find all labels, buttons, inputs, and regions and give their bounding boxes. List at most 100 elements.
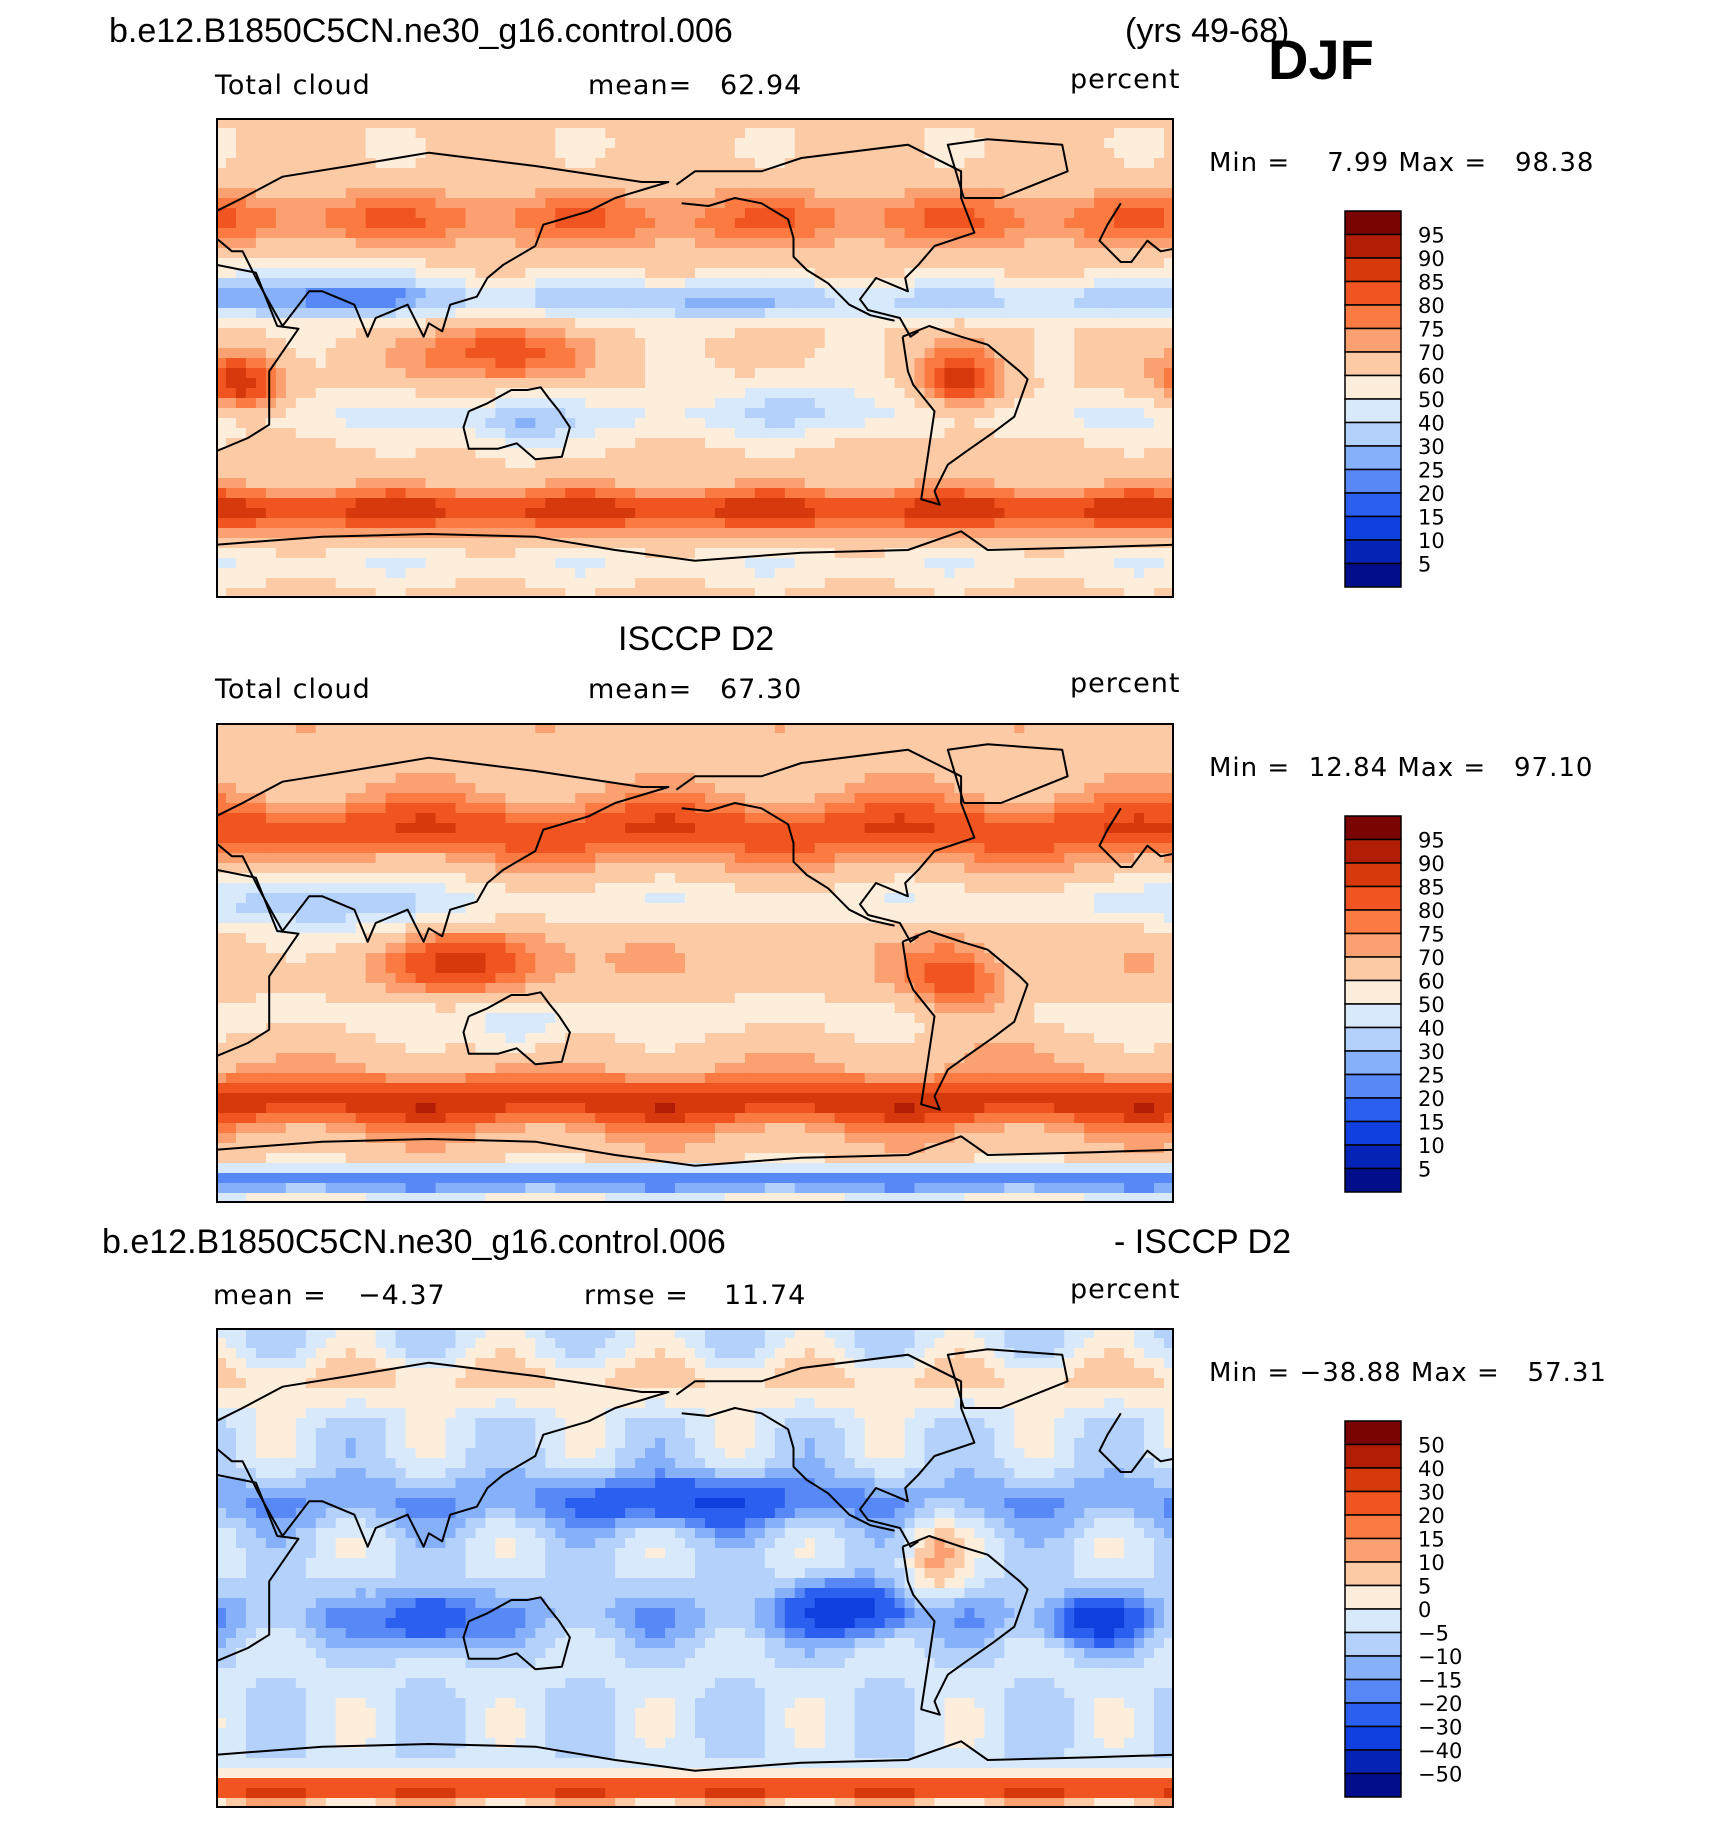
field-cell (545, 518, 556, 529)
field-cell (734, 348, 746, 359)
field-cell (1144, 568, 1155, 579)
field-cell (804, 723, 816, 734)
field-cell (764, 528, 776, 539)
field-cell (1134, 418, 1145, 429)
field-cell (804, 288, 816, 299)
coastline (675, 143, 976, 338)
field-cell (365, 378, 377, 389)
field-cell (695, 308, 706, 319)
field-cell (794, 743, 806, 754)
field-cell (1094, 298, 1105, 309)
field-cell (405, 198, 417, 209)
field-cell (854, 468, 866, 479)
field-cell (555, 723, 566, 734)
field-cell (345, 578, 357, 589)
field-cell (1114, 298, 1125, 309)
field-cell (685, 418, 696, 429)
field-cell (445, 558, 457, 569)
field-cell (784, 308, 796, 319)
field-cell (984, 458, 995, 469)
field-cell (844, 188, 856, 199)
field-cell (575, 733, 586, 744)
field-cell (425, 188, 437, 199)
field-cell (465, 558, 477, 569)
field-cell (395, 188, 407, 199)
field-cell (954, 458, 966, 469)
colorbar-tick-label: 50 (1418, 388, 1445, 412)
field-cell (515, 548, 526, 559)
field-cell (425, 368, 437, 379)
field-cell (235, 723, 247, 734)
field-cell (914, 448, 926, 459)
field-cell (1134, 448, 1145, 459)
field-cell (495, 578, 506, 589)
field-cell (555, 448, 566, 459)
field-cell (405, 388, 417, 399)
field-cell (894, 388, 906, 399)
field-cell (425, 723, 437, 734)
field-cell (235, 348, 247, 359)
field-cell (834, 138, 846, 149)
field-cell (764, 118, 776, 129)
field-cell (844, 733, 856, 744)
field-cell (754, 548, 766, 559)
field-cell (894, 418, 906, 429)
field-cell (355, 218, 367, 229)
field-cell (216, 478, 227, 489)
field-cell (714, 468, 726, 479)
field-cell (994, 418, 1005, 429)
field-cell (595, 498, 606, 509)
field-cell (216, 428, 227, 439)
field-cell (695, 118, 706, 129)
field-cell (994, 128, 1005, 139)
field-cell (1094, 428, 1105, 439)
field-cell (445, 388, 457, 399)
field-cell (844, 548, 856, 559)
field-cell (625, 723, 636, 734)
colorbar-swatch (1344, 327, 1402, 353)
field-cell (275, 148, 287, 159)
field-cell (1144, 278, 1155, 289)
field-cell (1134, 218, 1145, 229)
field-cell (495, 458, 506, 469)
field-cell (1114, 448, 1125, 459)
field-cell (914, 198, 926, 209)
field-cell (565, 458, 576, 469)
field-cell (1004, 248, 1015, 259)
field-cell (355, 338, 367, 349)
field-cell (824, 238, 836, 249)
field-cell (275, 258, 287, 269)
field-cell (734, 248, 746, 259)
field-cell (1134, 298, 1145, 309)
field-cell (545, 378, 556, 389)
field-cell (295, 278, 307, 289)
field-cell (1164, 558, 1175, 569)
field-cell (595, 118, 606, 129)
field-cell (984, 518, 995, 529)
field-cell (934, 723, 946, 734)
field-cell (505, 368, 516, 379)
field-cell (355, 723, 367, 734)
field-cell (495, 478, 506, 489)
field-cell (525, 258, 536, 269)
field-cell (874, 568, 886, 579)
field-cell (894, 328, 906, 339)
field-cell (794, 268, 806, 279)
field-cell (974, 368, 985, 379)
field-cell (285, 348, 297, 359)
field-cell (1074, 378, 1085, 389)
field-cell (295, 328, 307, 339)
field-cell (904, 358, 916, 369)
field-cell (1024, 448, 1035, 459)
field-cell (405, 188, 417, 199)
field-cell (874, 558, 886, 569)
field-cell (914, 418, 926, 429)
field-cell (545, 498, 556, 509)
field-cell (315, 168, 327, 179)
field-cell (645, 248, 656, 259)
field-cell (295, 498, 307, 509)
field-cell (305, 128, 317, 139)
field-cell (695, 298, 706, 309)
field-cell (824, 358, 836, 369)
field-cell (734, 208, 746, 219)
